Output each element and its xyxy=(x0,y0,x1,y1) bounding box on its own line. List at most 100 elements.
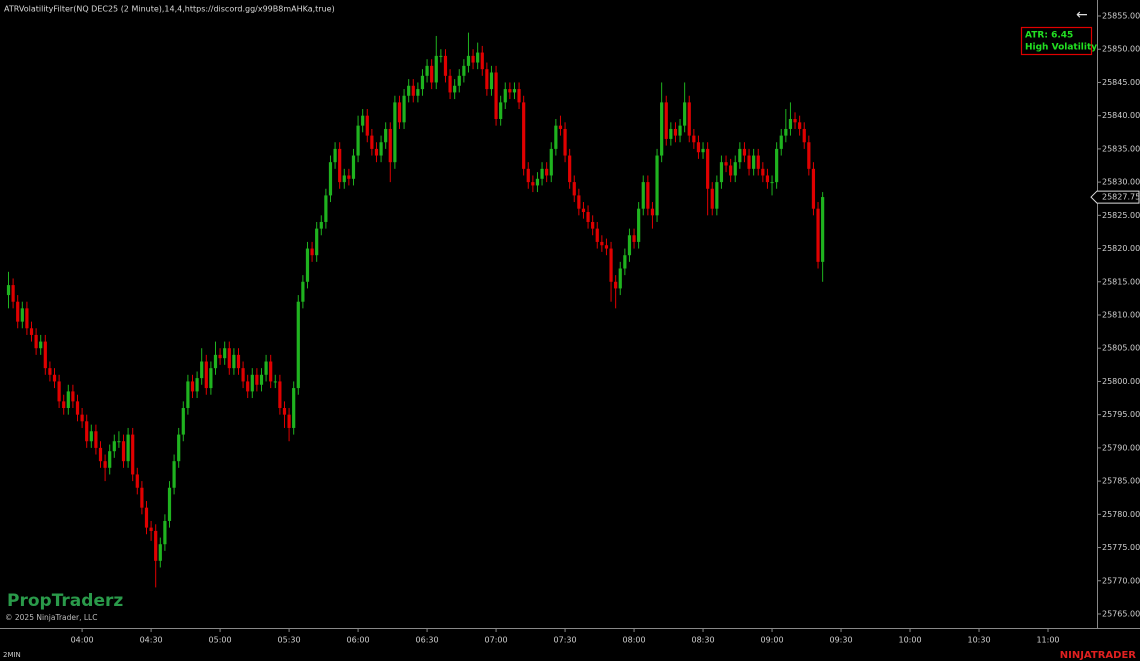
candle-body xyxy=(52,374,57,382)
x-tick-label: 09:00 xyxy=(761,636,784,645)
candle-body xyxy=(821,197,825,262)
candle-body xyxy=(172,461,176,488)
y-tick-label: 25770.00 xyxy=(1102,576,1140,585)
candle-body xyxy=(163,520,167,545)
y-tick-label: 25785.00 xyxy=(1102,477,1140,486)
candle-body xyxy=(388,128,392,163)
candle-body xyxy=(669,128,673,139)
candle-body xyxy=(75,401,80,415)
candle-body xyxy=(618,268,622,289)
y-tick-label: 25805.00 xyxy=(1102,344,1140,353)
candle-body xyxy=(641,182,645,209)
candle-body xyxy=(443,55,448,76)
candle-body xyxy=(434,55,438,83)
candle-body xyxy=(752,155,756,169)
last-price-label: 25827.75 xyxy=(1102,193,1140,202)
x-tick-label: 09:30 xyxy=(830,636,853,645)
candle-body xyxy=(236,354,241,369)
volatility-status: High Volatility xyxy=(1025,43,1097,53)
x-tick-label: 08:30 xyxy=(692,636,715,645)
y-tick-label: 25825.00 xyxy=(1102,211,1140,220)
x-tick-label: 06:00 xyxy=(347,636,370,645)
candle-body xyxy=(246,381,250,392)
candle-body xyxy=(117,441,121,443)
y-tick-label: 25840.00 xyxy=(1102,111,1140,120)
candle-body xyxy=(43,341,47,369)
candle-body xyxy=(218,354,222,359)
candle-body xyxy=(397,102,402,123)
candle-body xyxy=(259,374,264,385)
candle-body xyxy=(798,122,802,129)
indicator-title: ATRVolatilityFilter(NQ DEC25 (2 Minute),… xyxy=(4,5,335,14)
candle-body xyxy=(149,527,153,531)
candle-body xyxy=(650,208,655,216)
candle-body xyxy=(66,391,70,409)
candle-body xyxy=(784,128,788,136)
candle-body xyxy=(549,148,553,176)
candle-body xyxy=(29,328,34,335)
candle-body xyxy=(595,228,599,242)
candle-body xyxy=(301,281,305,302)
candle-body xyxy=(393,102,397,163)
candle-body xyxy=(526,168,530,183)
candle-body xyxy=(20,308,24,322)
candle-body xyxy=(480,52,484,70)
candle-body xyxy=(71,391,75,402)
candle-body xyxy=(531,182,535,186)
candle-body xyxy=(11,285,15,302)
candle-body xyxy=(108,451,112,468)
back-arrow[interactable]: ← xyxy=(1076,7,1088,23)
candle-body xyxy=(190,381,195,392)
candle-body xyxy=(747,155,751,169)
candle-body xyxy=(522,102,526,169)
candle-body xyxy=(57,381,61,402)
candle-body xyxy=(775,148,779,183)
candle-body xyxy=(6,285,11,296)
atr-value: ATR: 6.45 xyxy=(1025,31,1073,41)
candle-body xyxy=(614,281,618,289)
candle-body xyxy=(34,334,38,349)
candle-body xyxy=(140,487,144,508)
x-tick-label: 08:00 xyxy=(623,636,646,645)
candle-body xyxy=(577,195,581,209)
candle-body xyxy=(765,175,770,183)
candle-body xyxy=(609,248,613,282)
candle-body xyxy=(591,221,595,229)
candle-body xyxy=(370,135,374,149)
candle-body xyxy=(94,431,98,448)
candle-body xyxy=(512,89,517,93)
candle-body xyxy=(489,72,494,90)
candle-body xyxy=(98,447,103,462)
candle-body xyxy=(673,128,678,136)
copyright: © 2025 NinjaTrader, LLC xyxy=(5,613,97,622)
candle-body xyxy=(811,168,816,209)
x-tick-label: 05:30 xyxy=(278,636,301,645)
candle-body xyxy=(347,175,351,179)
y-tick-label: 25810.00 xyxy=(1102,310,1140,319)
brand: NINJATRADER xyxy=(1060,650,1137,661)
candle-body xyxy=(287,414,291,428)
candle-body xyxy=(678,125,682,136)
candle-body xyxy=(200,361,204,379)
candle-body xyxy=(269,361,273,382)
candle-body xyxy=(802,128,806,143)
candle-body xyxy=(407,85,411,96)
candle-body xyxy=(738,148,742,163)
candle-body xyxy=(342,175,346,183)
candle-body xyxy=(379,142,383,156)
y-tick-label: 25815.00 xyxy=(1102,277,1140,286)
candle-body xyxy=(204,361,208,389)
candle-body xyxy=(416,89,420,96)
candle-body xyxy=(384,128,388,143)
candle-body xyxy=(816,208,820,262)
candle-body xyxy=(374,148,379,156)
y-tick-label: 25855.00 xyxy=(1102,12,1140,21)
candle-body xyxy=(600,241,604,246)
x-tick-label: 06:30 xyxy=(416,636,439,645)
candle-body xyxy=(715,182,719,209)
candle-body xyxy=(554,125,558,149)
candle-body xyxy=(448,75,452,93)
candle-body xyxy=(250,374,254,392)
